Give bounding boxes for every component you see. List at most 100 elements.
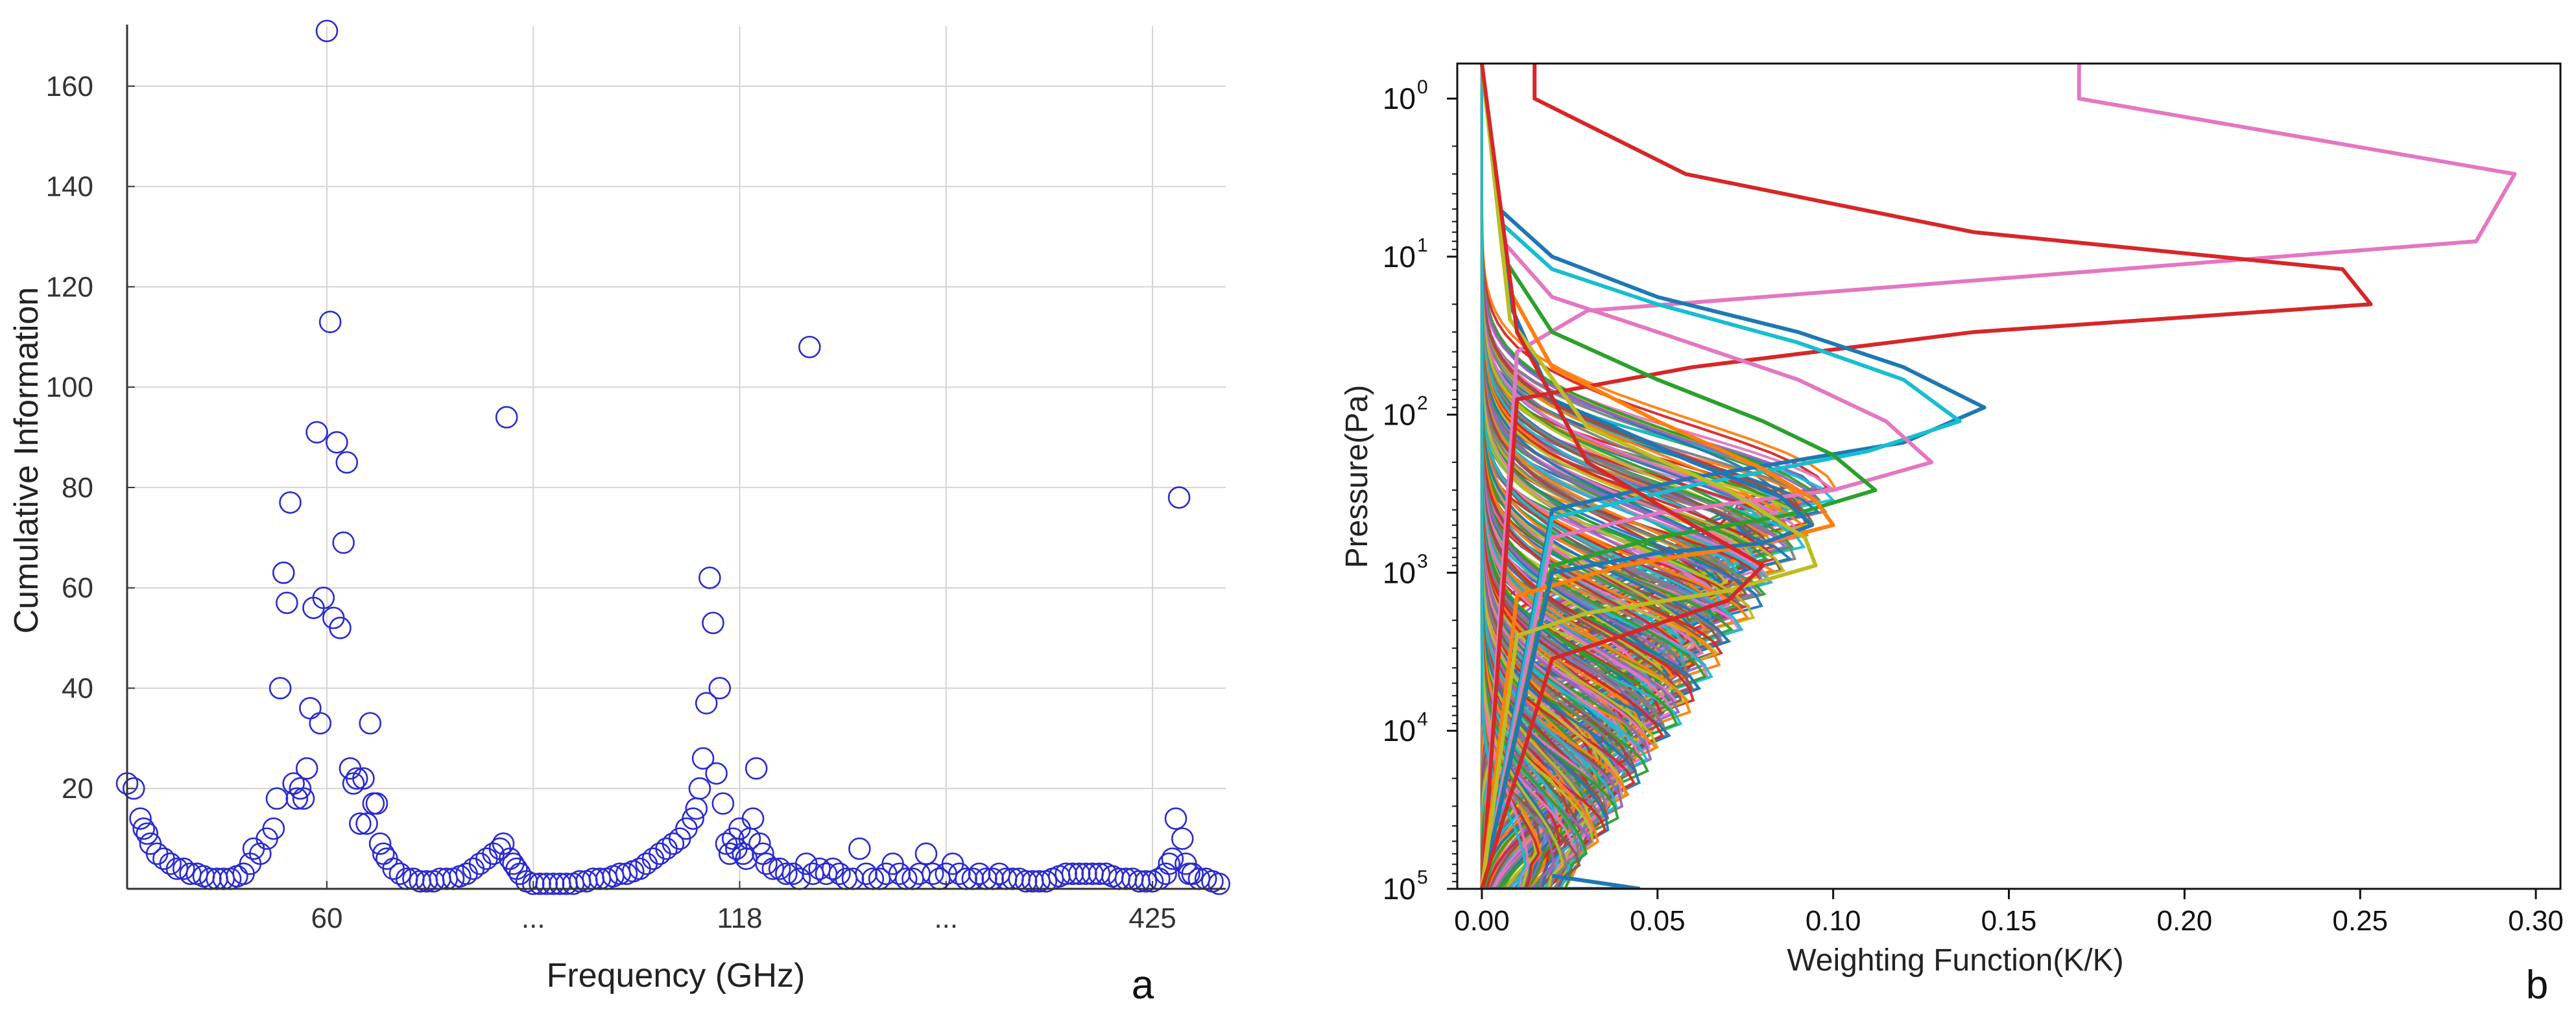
panel-b-curves — [1479, 64, 2517, 889]
panel-b-series-red-top — [1479, 64, 2373, 889]
panel-b-series-orange-a — [1479, 64, 1835, 889]
panel-b-y-tick-exponent-4: 4 — [1417, 709, 1428, 730]
panel-a-point-53 — [359, 712, 382, 735]
panel-b-series-yellow-a — [1479, 64, 1818, 889]
panel-a-point-4 — [136, 822, 159, 845]
panel-b-series-blue-a — [1479, 64, 1986, 889]
panel-a-point-194 — [1167, 486, 1191, 509]
panel-a-point-56 — [368, 832, 392, 855]
panel-a-point-44 — [329, 617, 352, 639]
panel-a-scatter-chart: 60... 118... 425 20 40 60 80 100 120 140 160 Freq… — [8, 19, 1231, 1007]
panel-a-point-154 — [914, 842, 938, 865]
panel-a-point-187 — [1134, 870, 1158, 893]
panel-a-y-tick-label-0: 20 — [62, 773, 93, 805]
panel-a-point-10 — [172, 857, 195, 880]
panel-a-point-129 — [755, 853, 778, 875]
panel-b-y-tick-label-1: 10 — [1383, 240, 1416, 274]
panel-b-series-pink-top — [1479, 64, 2517, 889]
panel-a-point-50 — [349, 812, 372, 835]
panel-b-x-tick-label-5: 0.25 — [2332, 905, 2388, 937]
panel-a-point-114 — [705, 762, 728, 785]
panel-a-y-tick-label-7: 160 — [46, 71, 93, 102]
panel-b-x-tick-label-3: 0.15 — [1981, 905, 2037, 937]
panel-b-x-tick-label-4: 0.20 — [2157, 905, 2213, 937]
panel-a-y-tick-label-6: 140 — [46, 171, 93, 203]
panel-b-y-tick-label-5: 10 — [1383, 872, 1416, 906]
panel-a-point-126 — [745, 757, 768, 780]
panel-b-x-axis-label: Weighting Function(K/K) — [1787, 943, 2123, 978]
panel-a-point-27 — [272, 561, 295, 584]
panel-a-point-141 — [828, 862, 851, 886]
panel-a-point-29 — [279, 491, 302, 514]
panel-a-point-111 — [695, 692, 718, 714]
panel-b-x-tick-label-2: 0.10 — [1806, 905, 1861, 937]
panel-a-label: a — [1132, 963, 1154, 1007]
panel-a-points — [115, 19, 1231, 895]
panel-a-point-55 — [365, 792, 388, 815]
panel-b-y-tick-label-3: 10 — [1383, 556, 1416, 589]
panel-a-point-1 — [122, 777, 145, 800]
panel-a-point-190 — [1154, 862, 1177, 886]
panel-a-point-33 — [292, 787, 315, 810]
panel-b-x-ticks: 0.00 0.05 0.10 0.15 0.20 0.25 0.30 — [1454, 889, 2564, 937]
panel-a-point-116 — [711, 792, 735, 815]
panel-a-point-144 — [848, 837, 871, 860]
panel-a-point-38 — [309, 712, 332, 735]
panel-b-y-tick-exponent-5: 5 — [1417, 867, 1428, 888]
panel-b-series-red-b — [1479, 64, 1765, 889]
panel-a-point-117 — [715, 832, 738, 855]
panel-a-point-109 — [688, 777, 711, 800]
panel-b-bundle-curve-259 — [1480, 64, 1527, 889]
panel-a-point-8 — [159, 853, 182, 875]
panel-a-point-195 — [1171, 827, 1194, 850]
panel-a-point-76 — [492, 832, 515, 855]
panel-a-point-2 — [129, 807, 152, 830]
panel-a-x-tick-label-2: 118 — [717, 902, 762, 934]
panel-a-y-tick-label-5: 120 — [46, 271, 93, 303]
panel-a-point-48 — [342, 772, 365, 795]
panel-b-y-tick-exponent-0: 0 — [1417, 76, 1428, 98]
panel-a-point-43 — [326, 430, 348, 454]
panel-a-x-axis-label: Frequency (GHz) — [547, 957, 805, 994]
panel-a-point-39 — [312, 586, 335, 609]
panel-a-point-125 — [741, 807, 765, 830]
panel-b-y-tick-label-0: 10 — [1383, 82, 1416, 115]
panel-a-point-52 — [355, 812, 378, 835]
panel-a-y-tick-label-3: 80 — [62, 472, 93, 504]
panel-a-y-tick-label-4: 100 — [46, 371, 93, 403]
panel-a-axes — [126, 25, 1226, 890]
panel-b-x-tick-label-0: 0.00 — [1454, 905, 1510, 937]
panel-a-x-tick-label-0: 60 — [311, 902, 343, 934]
panel-a-point-34 — [295, 757, 318, 780]
panel-a-point-3 — [132, 817, 155, 840]
panel-a-point-191 — [1158, 853, 1181, 875]
panel-a-point-104 — [662, 832, 685, 855]
panel-a-point-77 — [495, 406, 518, 429]
panel-b-y-tick-exponent-3: 3 — [1417, 550, 1428, 572]
panel-a-point-40 — [315, 19, 339, 43]
panel-a-point-22 — [249, 842, 272, 865]
panel-a-point-45 — [332, 531, 355, 554]
panel-a-point-115 — [708, 677, 732, 700]
panel-b-y-tick-exponent-2: 2 — [1417, 393, 1428, 414]
panel-a-point-37 — [305, 421, 328, 444]
panel-a-point-132 — [775, 862, 798, 886]
panel-a-point-49 — [345, 767, 368, 790]
panel-a-x-tick-label-4: 425 — [1128, 902, 1176, 934]
panel-a-y-tick-label-2: 60 — [62, 572, 93, 604]
panel-b-y-tick-exponent-1: 1 — [1417, 235, 1428, 256]
panel-a-point-198 — [1181, 862, 1204, 886]
panel-b-y-axis-label: Pressure(Pa) — [1340, 385, 1374, 569]
panel-b-label: b — [2526, 963, 2548, 1007]
panel-a-point-26 — [268, 677, 292, 700]
panel-b-y-tick-label-4: 10 — [1383, 714, 1416, 747]
panel-b-series-green-a — [1479, 64, 1878, 889]
panel-a-point-41 — [318, 311, 342, 333]
panel-a-x-ticks: 60... 118... 425 — [311, 881, 1176, 934]
panel-a-point-107 — [682, 807, 704, 830]
panel-a-point-51 — [352, 767, 375, 790]
panel-a-point-193 — [1164, 807, 1187, 830]
